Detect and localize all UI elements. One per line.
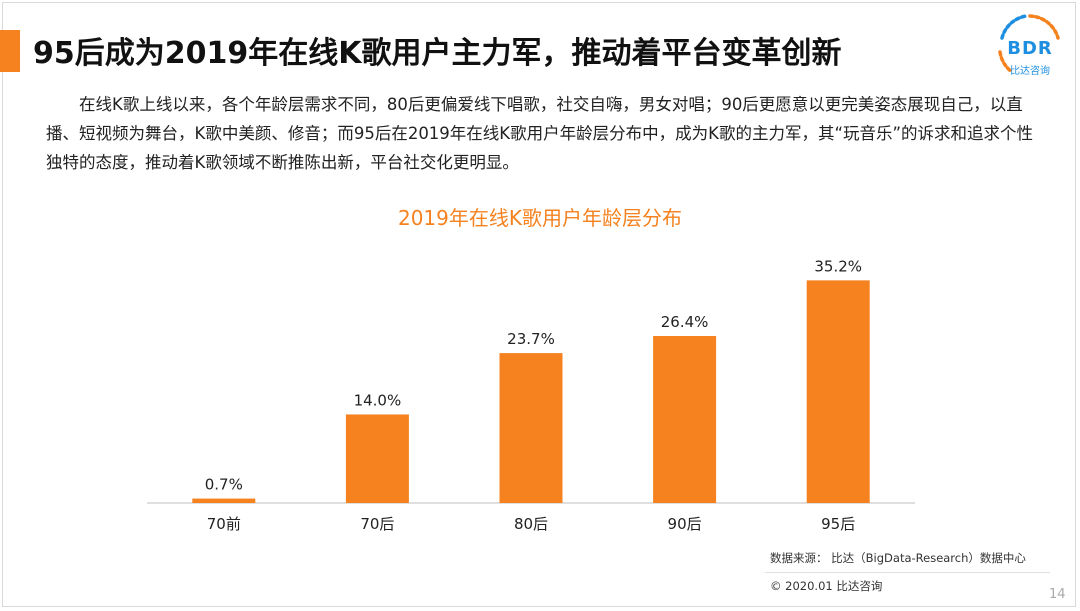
bdr-logo-icon [998, 14, 1060, 74]
x-tick-label-2: 80后 [514, 515, 548, 533]
x-tick-label-4: 95后 [821, 515, 855, 533]
chart-title: 2019年在线K歌用户年龄层分布 [397, 206, 682, 230]
logo-subtitle: 比达咨询 [1010, 66, 1050, 77]
data-label-4: 35.2% [814, 257, 862, 275]
x-tick-label-0: 70前 [207, 515, 241, 533]
bar-4 [806, 280, 870, 503]
footer-divider [765, 572, 1050, 573]
bar-3 [653, 336, 717, 503]
intro-paragraph: 在线K歌上线以来，各个年龄层需求不同，80后更偏爱线下唱歌，社交自嗨，男女对唱；… [46, 95, 1034, 172]
logo-text: BDR [1007, 38, 1053, 59]
page-number: 14 [1049, 587, 1066, 602]
data-source: 数据来源： 比达（BigData-Research）数据中心 [770, 551, 1026, 565]
bar-1 [345, 414, 409, 503]
data-label-1: 14.0% [354, 391, 402, 409]
data-label-2: 23.7% [507, 330, 555, 348]
title-accent-bar [0, 30, 20, 72]
page-title: 95后成为2019年在线K歌用户主力军，推动着平台变革创新 [33, 36, 842, 71]
bar-2 [499, 353, 563, 503]
bar-0 [192, 498, 256, 503]
x-tick-label-3: 90后 [668, 515, 702, 533]
copyright: © 2020.01 比达咨询 [770, 579, 883, 593]
x-tick-label-1: 70后 [360, 515, 394, 533]
data-label-3: 26.4% [661, 313, 709, 331]
data-label-0: 0.7% [205, 476, 243, 494]
